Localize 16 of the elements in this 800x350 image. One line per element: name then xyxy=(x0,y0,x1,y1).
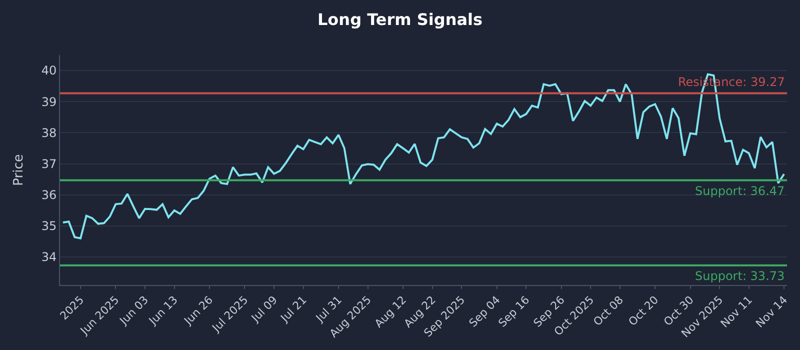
x-tick-label: Jul 21 xyxy=(278,294,310,326)
x-tick-label: Oct 20 xyxy=(626,294,662,329)
line-series xyxy=(62,73,786,240)
y-tick-label: 38 xyxy=(41,126,57,140)
y-tick-label: 39 xyxy=(41,94,57,109)
y-tick-label: 34 xyxy=(41,250,57,264)
y-tick-label: 36 xyxy=(41,188,57,202)
ref-line-label: Support: 36.47 xyxy=(695,184,785,198)
y-axis-title: Price xyxy=(11,154,26,186)
y-tick-label: 40 xyxy=(41,64,57,78)
ref-line-label: Support: 33.73 xyxy=(695,269,785,283)
y-tick-label: 35 xyxy=(41,219,57,234)
x-tick-label: Jul 09 xyxy=(248,294,280,326)
y-tick-label: 37 xyxy=(41,156,57,171)
chart-title: Long Term Signals xyxy=(317,10,483,30)
x-tick-label: Nov 14 xyxy=(753,294,790,330)
